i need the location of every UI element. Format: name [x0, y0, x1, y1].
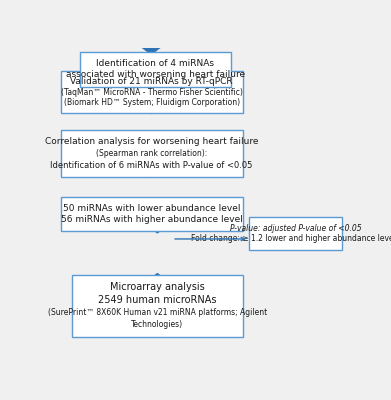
Text: Fold change: ≥ 1.2 lower and higher abundance levels: Fold change: ≥ 1.2 lower and higher abun…: [191, 234, 391, 244]
Text: 50 miRNAs with lower abundance level: 50 miRNAs with lower abundance level: [63, 204, 240, 213]
Text: (Biomark HD™ System; Fluidigm Corporation): (Biomark HD™ System; Fluidigm Corporatio…: [63, 98, 240, 107]
Polygon shape: [143, 274, 172, 284]
Polygon shape: [139, 45, 163, 54]
Text: Identification of 4 miRNAs: Identification of 4 miRNAs: [97, 59, 214, 68]
Text: 2549 human microRNAs: 2549 human microRNAs: [98, 295, 217, 305]
Bar: [72, 275, 243, 337]
Text: Technologies): Technologies): [131, 320, 183, 329]
Bar: [80, 52, 231, 86]
Text: (SurePrint™ 8X60K Human v21 miRNA platforms; Agilent: (SurePrint™ 8X60K Human v21 miRNA platfo…: [48, 308, 267, 317]
Bar: [249, 218, 342, 250]
Text: Validation of 21 miRNAs by RT-qPCR: Validation of 21 miRNAs by RT-qPCR: [70, 77, 233, 86]
Polygon shape: [139, 104, 163, 114]
Polygon shape: [143, 222, 172, 233]
Text: Correlation analysis for worsening heart failure: Correlation analysis for worsening heart…: [45, 138, 258, 146]
Text: 56 miRNAs with higher abundance level: 56 miRNAs with higher abundance level: [61, 215, 242, 224]
Polygon shape: [139, 168, 163, 177]
Bar: [61, 197, 243, 231]
Text: (Spearman rank correlation):: (Spearman rank correlation):: [96, 149, 207, 158]
Text: Identification of 6 miRNAs with P-value of <0.05: Identification of 6 miRNAs with P-value …: [50, 160, 253, 170]
Text: associated with worsening heart failure: associated with worsening heart failure: [66, 70, 245, 80]
Text: Microarray analysis: Microarray analysis: [110, 282, 205, 292]
Bar: [61, 71, 243, 114]
Text: (TaqMan™ MicroRNA - Thermo Fisher Scientific): (TaqMan™ MicroRNA - Thermo Fisher Scient…: [61, 88, 242, 97]
Bar: [61, 130, 243, 176]
Text: P-value: adjusted P-value of <0.05: P-value: adjusted P-value of <0.05: [230, 224, 361, 233]
